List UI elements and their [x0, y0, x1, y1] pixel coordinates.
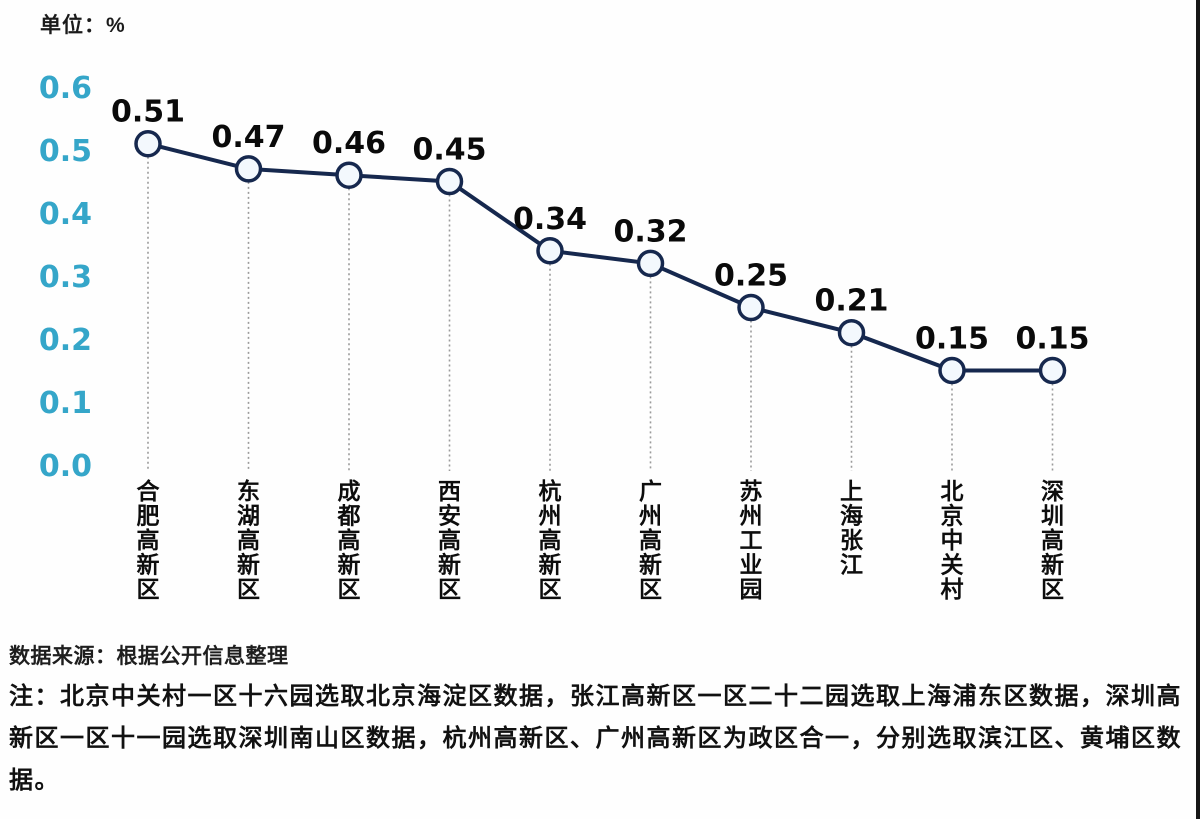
- data-point-label: 0.34: [513, 202, 587, 237]
- data-point-label: 0.21: [814, 284, 888, 319]
- data-point-marker: [536, 237, 564, 265]
- unit-label: 单位：%: [40, 14, 126, 37]
- note-text: 注：北京中关村一区十六园选取北京海淀区数据，张江高新区一区二十二园选取上海浦东区…: [9, 684, 1182, 794]
- data-point-label: 0.45: [412, 133, 486, 168]
- x-axis-category-label: 西安高新区: [438, 478, 461, 602]
- y-axis-tick-label: 0.4: [39, 197, 92, 232]
- data-point-marker: [737, 293, 765, 322]
- data-point-label: 0.32: [613, 214, 687, 249]
- y-axis-tick-label: 0.3: [39, 260, 92, 295]
- data-point-label: 0.51: [111, 95, 185, 130]
- x-axis-category-label: 上海张江: [840, 478, 864, 578]
- y-axis-tick-label: 0.1: [39, 386, 92, 421]
- y-axis-tick-label: 0.0: [39, 449, 92, 484]
- data-point-label: 0.15: [1015, 322, 1089, 357]
- x-axis-category-label: 杭州高新区: [539, 478, 562, 602]
- x-axis-category-label: 广州高新区: [639, 478, 662, 602]
- y-axis-tick-label: 0.6: [39, 71, 92, 106]
- data-point-marker: [1038, 356, 1067, 385]
- x-axis-category-label: 合肥高新区: [137, 478, 161, 602]
- x-axis-category-label: 东湖高新区: [237, 478, 260, 602]
- line-chart: 0.6 0.5 0.4 0.3 0.2 0.1 0.0 0.51 0.47 0.46 0.45 0.3…: [39, 71, 1090, 602]
- x-axis-category-label: 成都高新区: [337, 478, 361, 602]
- x-axis-category-label: 深圳高新区: [1041, 478, 1064, 602]
- data-point-label: 0.47: [211, 120, 285, 155]
- y-axis-tick-label: 0.2: [39, 323, 92, 358]
- data-point-marker: [335, 161, 363, 189]
- series-line: [147, 141, 1053, 373]
- data-point-label: 0.25: [714, 259, 788, 294]
- y-axis-tick-label: 0.5: [39, 134, 92, 169]
- data-source-text: 数据来源：根据公开信息整理: [9, 645, 289, 668]
- right-edge-border: [1196, 0, 1200, 819]
- data-point-marker: [938, 356, 966, 385]
- x-axis-category-label: 苏州工业园: [740, 478, 763, 602]
- data-point-label: 0.46: [312, 126, 386, 161]
- x-axis-category-label: 北京中关村: [941, 478, 964, 602]
- data-point-marker: [134, 129, 162, 158]
- data-point-marker: [636, 249, 665, 278]
- data-point-marker: [234, 155, 263, 183]
- data-point-label: 0.15: [915, 322, 989, 357]
- data-point-marker: [837, 318, 866, 347]
- data-point-marker: [435, 167, 464, 196]
